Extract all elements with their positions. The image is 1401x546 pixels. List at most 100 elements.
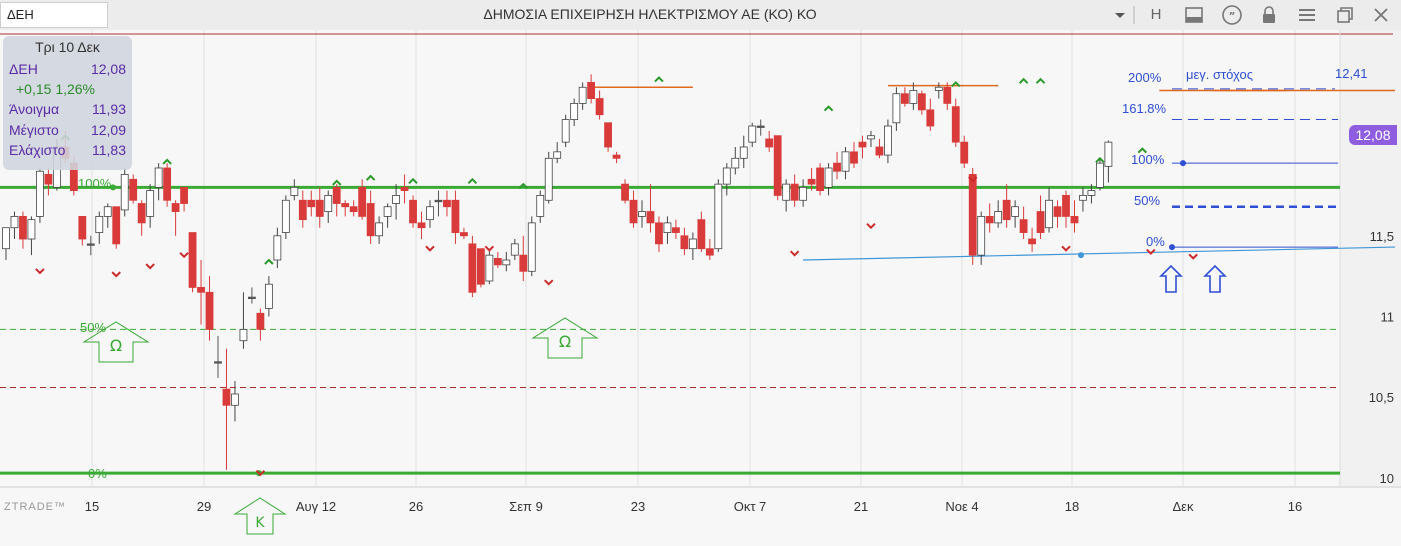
lock-icon[interactable]	[1257, 3, 1281, 27]
buy-signal-icon	[365, 174, 376, 181]
candle-body	[256, 312, 265, 330]
menu-icon[interactable]	[1295, 3, 1319, 27]
buy-signal-icon	[264, 258, 274, 265]
sell-signal-icon	[968, 176, 978, 183]
candle-body	[629, 199, 638, 224]
fib-blue-anchor-point	[1169, 244, 1175, 251]
candle-body	[943, 86, 952, 104]
candle-body	[934, 86, 943, 91]
sell-signal-icon	[425, 245, 435, 252]
candle-body	[773, 135, 782, 196]
candle-body	[587, 82, 596, 99]
fib-green-50-label: 50%	[80, 320, 107, 335]
fib-blue-anchor-point	[1180, 160, 1186, 167]
candle-body	[561, 119, 570, 143]
x-tick-label: Νοε 4	[945, 499, 978, 514]
candle-body	[722, 167, 731, 185]
candle-body	[688, 238, 697, 250]
y-tick-label: 10	[1380, 471, 1394, 486]
buy-signal-icon	[823, 105, 834, 112]
candle-body	[409, 199, 417, 224]
x-tick-label: 18	[1065, 499, 1079, 514]
x-tick-label: Οκτ 7	[734, 499, 767, 514]
candle-body	[646, 211, 655, 224]
candle-body	[19, 216, 27, 240]
fib-green-0-label: 0%	[88, 466, 107, 481]
candle-body	[222, 388, 231, 406]
candle-body	[570, 103, 579, 120]
candle-body	[112, 206, 121, 245]
candle-body	[307, 199, 316, 208]
close-icon[interactable]	[1369, 3, 1393, 27]
candle-body	[510, 243, 519, 256]
buy-signal-icon	[951, 81, 961, 88]
candle-body	[120, 174, 129, 211]
candlestick-chart[interactable]: 10 10,5 11 11,5 15 29 Αυγ 12 26 Σεπ 9 23 Οκτ 7 21 Νο…	[0, 30, 1401, 546]
info-open-value: 11,93	[92, 101, 126, 117]
h-button[interactable]: Η	[1150, 6, 1162, 23]
blue-up-arrow-icon	[1159, 264, 1183, 293]
ohlc-info-panel: Τρι 10 Δεκ ΔΕΗ 12,08 +0,15 1,26% Άνοιγμα…	[3, 36, 132, 170]
candle-body	[850, 151, 858, 164]
y-tick-label: 11,5	[1370, 229, 1394, 244]
candle-body	[621, 183, 629, 201]
candle-body	[739, 146, 748, 159]
candle-body	[137, 203, 146, 224]
candle-body	[705, 248, 714, 256]
kappa-arrow: Κ	[233, 497, 287, 535]
info-symbol-label: ΔΕΗ	[9, 61, 38, 77]
x-tick-label: Αυγ 12	[296, 499, 336, 514]
x-tick-label: 29	[197, 499, 211, 514]
candle-body	[553, 151, 562, 159]
buy-signal-icon	[654, 76, 664, 83]
candle-body	[248, 296, 256, 300]
x-tick-label: Σεπ 9	[509, 499, 543, 514]
candle-body	[544, 157, 553, 201]
info-change: +0,15 1,26%	[16, 81, 96, 97]
candle-body	[460, 232, 468, 237]
candle-body	[324, 195, 333, 212]
candle-body	[197, 287, 205, 293]
candle-body	[697, 219, 706, 250]
svg-text:”: ”	[1229, 11, 1236, 22]
panel-icon[interactable]	[1182, 3, 1206, 27]
candle-body	[78, 216, 87, 240]
candle-body	[485, 254, 494, 282]
candle-body	[392, 195, 400, 204]
candle-body	[1104, 141, 1113, 167]
sell-signal-icon	[35, 268, 45, 275]
sell-signal-icon	[484, 245, 495, 252]
quote-icon[interactable]: ”	[1220, 3, 1244, 27]
candle-body	[790, 183, 799, 201]
candle-body	[383, 206, 392, 217]
info-low-value: 11,83	[92, 142, 126, 158]
candle-body	[476, 248, 485, 285]
candle-body	[298, 199, 307, 221]
x-tick-label: 16	[1288, 499, 1302, 514]
candle-body	[443, 199, 451, 208]
symbol-input[interactable]: ΔΕΗ	[0, 2, 108, 28]
fib-blue-100-label: 100%	[1131, 152, 1165, 167]
candle-body	[10, 216, 19, 229]
fib-green-100-label: 100%	[78, 176, 112, 191]
target-value: 12,41	[1335, 66, 1368, 81]
candle-body	[824, 167, 833, 188]
info-high-label: Μέγιστο	[9, 122, 59, 138]
candle-body	[146, 190, 155, 217]
restore-window-icon[interactable]	[1333, 3, 1357, 27]
candle-body	[875, 146, 884, 156]
sell-signal-icon	[1146, 248, 1156, 255]
candle-body	[782, 183, 791, 201]
candle-body	[103, 206, 112, 217]
candle-body	[672, 227, 680, 233]
x-tick-label: 15	[85, 499, 99, 514]
candle-body	[1045, 199, 1053, 229]
chevron-down-icon[interactable]	[1108, 3, 1132, 27]
sell-signal-icon	[145, 263, 155, 270]
support-trend-line	[802, 246, 1396, 261]
candle-body	[36, 170, 44, 217]
info-symbol-value: 12,08	[90, 61, 126, 77]
candle-body	[1096, 162, 1104, 188]
buy-signal-icon	[1035, 77, 1046, 84]
sell-signal-icon	[544, 279, 554, 286]
